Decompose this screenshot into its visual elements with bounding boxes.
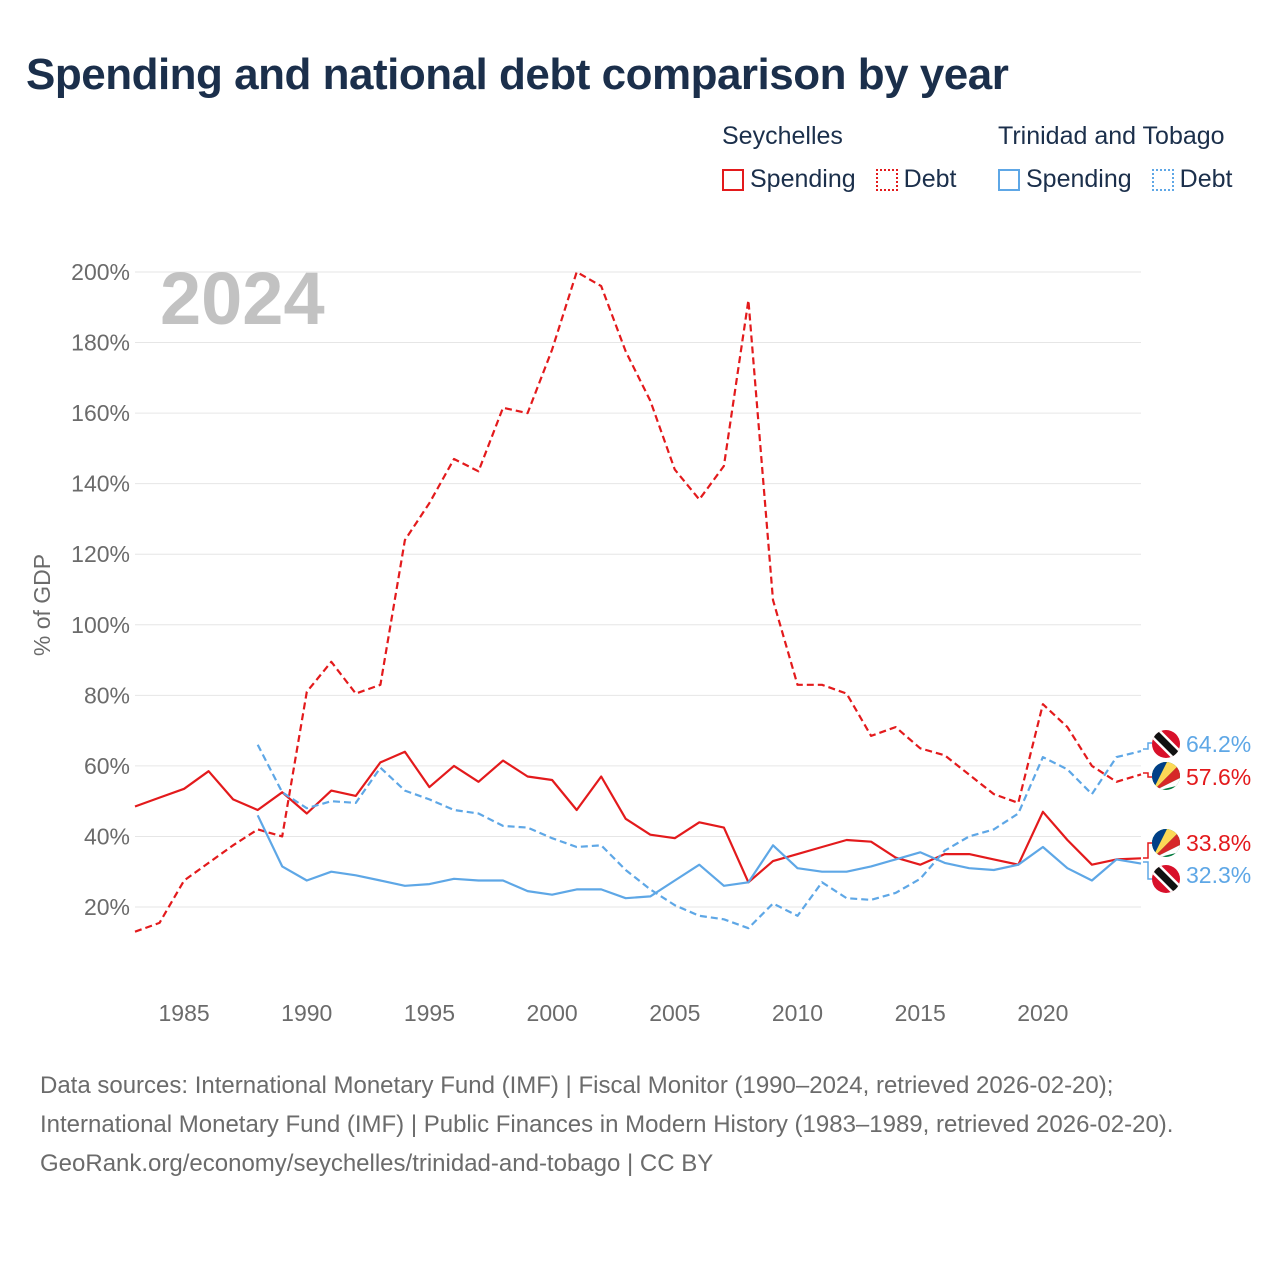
series-line-seychelles-spending[interactable] (134, 750, 1142, 884)
series-line-trinidad-and-tobago-spending[interactable] (256, 814, 1142, 900)
end-label-seychelles-spending: 33.8% (1186, 830, 1251, 856)
credit-link[interactable]: GeoRank.org/economy/seychelles/trinidad-… (40, 1150, 714, 1177)
legend-seychelles-spending[interactable]: Spending (722, 165, 856, 194)
seychelles-flag-icon (1152, 829, 1180, 857)
legend-seychelles: Seychelles Spending Debt (722, 122, 956, 194)
x-tick-label: 2000 (527, 1000, 578, 1026)
gridlines (135, 271, 1141, 908)
chart-plot: 20% 40% 60% 80% 100% 120% 140% 160% 180% 200% 198… (29, 257, 1251, 1026)
solid-swatch-icon (998, 168, 1020, 191)
legend-label: Debt (1179, 165, 1233, 193)
y-axis-label: % of GDP (29, 554, 55, 656)
trinidad-and-tobago-flag-icon (1152, 865, 1180, 893)
y-tick-label: 200% (71, 259, 130, 285)
legend-tt-spending[interactable]: Spending (998, 165, 1132, 194)
dotted-swatch-icon (1151, 168, 1174, 191)
legend-label: Debt (903, 165, 957, 193)
chart-title: Spending and national debt comparison by… (26, 50, 1009, 99)
label-connector (1143, 742, 1152, 750)
label-connector (1143, 772, 1152, 778)
x-tick-label: 2005 (649, 1000, 700, 1026)
y-tick-label: 160% (71, 400, 130, 426)
x-axis: 1985 1990 1995 2000 2005 2010 2015 2020 (158, 1000, 1068, 1026)
y-tick-label: 40% (84, 823, 130, 849)
data-sources: Data sources: International Monetary Fun… (40, 1072, 1174, 1138)
legend-country-trinidad-and-tobago: Trinidad and Tobago (998, 122, 1225, 150)
series-lines (134, 270, 1142, 933)
trinidad-and-tobago-flag-icon (1152, 730, 1180, 758)
x-tick-label: 1995 (404, 1000, 455, 1026)
y-tick-label: 80% (84, 682, 130, 708)
x-tick-label: 1990 (281, 1000, 332, 1026)
label-connector (1143, 861, 1152, 880)
dotted-swatch-icon (875, 168, 898, 191)
legend-seychelles-debt[interactable]: Debt (875, 165, 957, 194)
y-tick-label: 120% (71, 541, 130, 567)
legend-country-seychelles: Seychelles (722, 122, 843, 150)
x-tick-label: 2020 (1017, 1000, 1068, 1026)
legend-trinidad-and-tobago: Trinidad and Tobago Spending Debt (998, 122, 1232, 194)
x-tick-label: 2015 (895, 1000, 946, 1026)
y-tick-label: 20% (84, 894, 130, 920)
end-label-seychelles-debt: 57.6% (1186, 764, 1251, 790)
y-tick-label: 180% (71, 330, 130, 356)
footer: Data sources: International Monetary Fun… (40, 1066, 1240, 1183)
end-label-tt-debt: 64.2% (1186, 731, 1251, 757)
x-tick-label: 1985 (158, 1000, 209, 1026)
end-label-tt-spending: 32.3% (1186, 862, 1251, 888)
y-tick-label: 140% (71, 471, 130, 497)
y-tick-label: 60% (84, 753, 130, 779)
series-line-seychelles-debt[interactable] (134, 270, 1142, 933)
legend-label: Spending (750, 165, 856, 193)
legend-tt-debt[interactable]: Debt (1151, 165, 1233, 194)
y-axis: 20% 40% 60% 80% 100% 120% 140% 160% 180% 200% (71, 259, 130, 920)
seychelles-flag-icon (1152, 762, 1180, 790)
legend-label: Spending (1026, 165, 1132, 193)
x-tick-label: 2010 (772, 1000, 823, 1026)
series-line-trinidad-and-tobago-debt[interactable] (256, 744, 1142, 930)
solid-swatch-icon (722, 168, 744, 191)
label-connector (1143, 842, 1152, 859)
year-watermark: 2024 (160, 257, 325, 340)
y-tick-label: 100% (71, 612, 130, 638)
